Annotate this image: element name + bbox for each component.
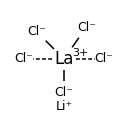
Text: 3+: 3+	[72, 48, 89, 57]
Text: Cl⁻: Cl⁻	[27, 25, 46, 38]
Text: Cl⁻: Cl⁻	[95, 53, 114, 65]
Text: Cl⁻: Cl⁻	[77, 21, 96, 34]
Text: La: La	[54, 50, 74, 68]
Text: Cl⁻: Cl⁻	[55, 86, 73, 99]
Text: Cl⁻: Cl⁻	[14, 53, 33, 65]
Text: Li⁺: Li⁺	[55, 100, 73, 113]
